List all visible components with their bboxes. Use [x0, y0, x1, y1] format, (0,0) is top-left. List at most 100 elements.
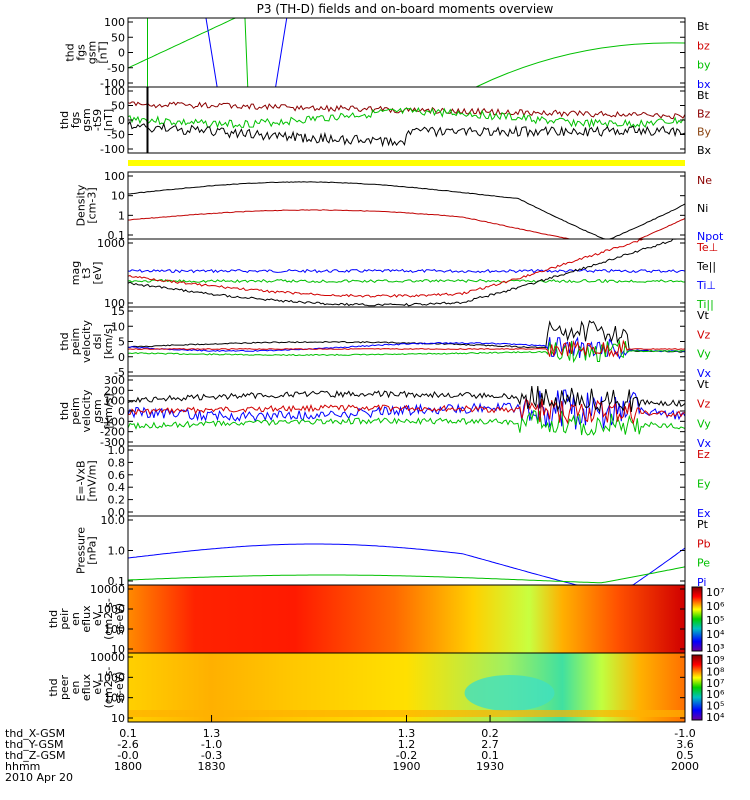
y-tick-label: 1: [118, 209, 125, 222]
y-tick-label: 0: [118, 47, 125, 60]
colorbar-tick-label: 10⁸: [706, 665, 725, 678]
legend-item: Bt: [697, 89, 710, 102]
y-axis-label: thd: [58, 332, 71, 350]
legend-item: Bt: [697, 20, 710, 33]
series-vx: [127, 389, 686, 430]
panel-10: 10000 1000 100 10 thdpeerenefluxeV(cm2-s-sr-…: [47, 651, 725, 725]
panel-frame: [127, 238, 686, 308]
y-tick-label: 10: [111, 643, 125, 656]
panel-frame: [127, 306, 686, 377]
series-by-late: [475, 42, 686, 88]
colorbar-tick-label: 10⁵: [706, 614, 724, 627]
series-vt: [127, 319, 686, 353]
x-axis-row-name: thd_Y-GSM: [5, 738, 64, 751]
y-axis-label: peir: [58, 608, 71, 630]
legend-item: Vx: [697, 367, 712, 380]
y-axis-label: eV: [91, 680, 104, 695]
electron-spectrogram-low-band: [128, 710, 685, 717]
y-tick-label: 200: [104, 384, 125, 397]
y-tick-label: 1.0: [108, 444, 126, 457]
legend-item: Te⊥: [696, 241, 718, 254]
y-axis-label: E=-VxB: [75, 460, 88, 501]
y-axis-label: gsm: [86, 41, 99, 64]
panel-9: 10000 1000 100 10 thdpeirenefluxeV(cm2-s-sr-…: [47, 583, 725, 656]
x-tick-label: -1.0: [674, 727, 695, 740]
series-by: [127, 107, 686, 129]
y-axis-label: thd: [58, 402, 71, 420]
legend-item: Pe: [697, 557, 710, 570]
y-tick-label: 0.2: [108, 494, 126, 507]
y-axis-label: Density: [75, 184, 88, 226]
y-tick-label: 10: [111, 712, 125, 725]
y-axis-label: t3: [80, 267, 93, 278]
y-tick-label: -300: [100, 436, 125, 449]
y-axis-label: thd: [58, 111, 71, 129]
colorbar-tick-label: 10⁴: [706, 711, 725, 724]
y-tick-label: 0.4: [108, 481, 126, 494]
y-tick-label: -5: [114, 366, 125, 379]
y-tick-label: 100: [104, 692, 125, 705]
y-tick-label: -100: [100, 77, 125, 90]
y-tick-label: -100: [100, 143, 125, 156]
series-te-perp: [127, 238, 685, 298]
y-axis-label: [mV/m]: [86, 460, 99, 501]
x-tick-label: 1.3: [398, 727, 416, 740]
y-tick-label: 5: [118, 336, 125, 349]
legend-item: Vt: [697, 309, 710, 322]
y-tick-label: 0: [118, 405, 125, 418]
y-axis-label: [nT]: [97, 41, 110, 63]
legend-item: Vy: [697, 417, 711, 430]
y-tick-label: 100: [104, 623, 125, 636]
y-tick-label: 100: [104, 395, 125, 408]
x-tick-label: 1800: [114, 760, 142, 773]
colorbar-tick-label: 10⁷: [706, 586, 724, 599]
y-tick-label: 0.6: [108, 469, 126, 482]
x-axis-row-name: thd_Z-GSM: [5, 749, 65, 762]
legend-item: Ex: [697, 507, 711, 520]
legend-item: Vz: [697, 398, 711, 411]
series-ni: [127, 181, 686, 240]
y-axis-label: [km/s]: [102, 324, 115, 359]
y-axis-label: [nT]: [102, 109, 115, 131]
colorbar-tick-label: 10³: [706, 642, 724, 655]
y-axis-label: peim: [69, 397, 82, 425]
y-axis-label: fgs: [75, 44, 88, 61]
legend-item: Te||: [696, 260, 716, 273]
y-axis-label: en: [69, 681, 82, 695]
legend-item: Vx: [697, 437, 712, 450]
y-axis-label: mag: [69, 261, 82, 285]
x-tick-label: 0.1: [119, 727, 137, 740]
y-axis-label: -tS9: [91, 109, 104, 131]
colorbar-tick-label: 10⁶: [706, 600, 725, 613]
x-tick-label: -0.0: [117, 749, 138, 762]
y-tick-label: -200: [100, 426, 125, 439]
legend-item: Ti||: [696, 298, 714, 311]
series-bx-spike-2: [275, 17, 288, 88]
series-pi: [127, 543, 686, 586]
y-tick-label: 100: [104, 297, 125, 310]
y-axis-label: [eV]: [91, 262, 104, 285]
series-vt: [127, 385, 686, 413]
legend-item: By: [697, 126, 712, 139]
series-vz: [127, 398, 686, 425]
y-axis-label: [km/s]: [102, 393, 115, 428]
series-ti-par: [127, 278, 685, 284]
date-label: 2010 Apr 20: [5, 771, 73, 784]
legend-item: Vy: [697, 348, 711, 361]
legend-item: Bx: [697, 144, 712, 157]
y-axis-label: (cm2-s-: [102, 598, 115, 640]
electron-spectrogram-green-patch: [464, 675, 555, 711]
series-vy: [127, 339, 686, 364]
y-tick-label: 1000: [97, 237, 125, 250]
series-vz: [127, 339, 686, 358]
y-tick-label: 0: [118, 114, 125, 127]
x-tick-label: 2000: [671, 760, 699, 773]
y-tick-label: 1000: [97, 603, 125, 616]
x-tick-label: 1.2: [398, 738, 416, 751]
y-tick-label: 1.0: [108, 545, 126, 558]
y-tick-label: 100: [104, 85, 125, 98]
